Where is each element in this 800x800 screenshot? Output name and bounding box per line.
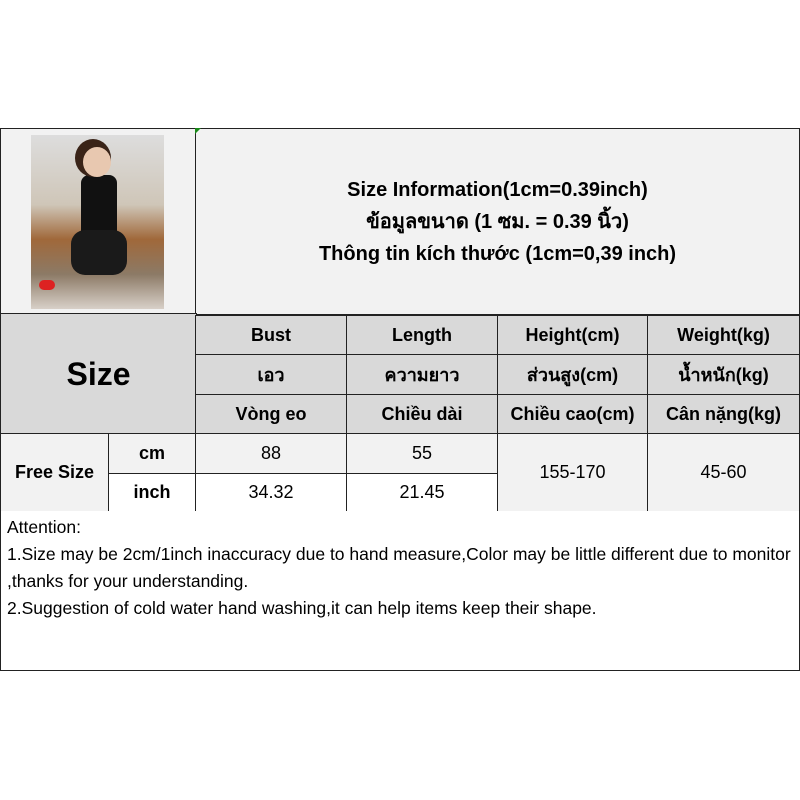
bust-cm: 88 <box>195 433 347 474</box>
attention-title: Attention: <box>7 517 81 537</box>
col-bust-th: เอว <box>195 354 347 395</box>
unit-cm: cm <box>108 433 196 474</box>
col-length-th: ความยาว <box>346 354 498 395</box>
attention-line-1: 1.Size may be 2cm/1inch inaccuracy due t… <box>7 544 791 591</box>
col-bust-en: Bust <box>195 315 347 355</box>
attention-notes: Attention: 1.Size may be 2cm/1inch inacc… <box>0 511 800 671</box>
header-line-vi: Thông tin kích thước (1cm=0,39 inch) <box>318 242 677 265</box>
col-length-vi: Chiều dài <box>346 394 498 434</box>
height-range: 155-170 <box>497 433 648 512</box>
size-label: Size <box>0 313 197 435</box>
col-weight-th: น้ำหนัก(kg) <box>647 354 800 395</box>
col-height-vi: Chiều cao(cm) <box>497 394 648 434</box>
length-cm: 55 <box>346 433 498 474</box>
col-weight-en: Weight(kg) <box>647 315 800 355</box>
length-inch: 21.45 <box>346 473 498 512</box>
header-line-th: ข้อมูลขนาด (1 ซม. = 0.39 นิ้ว) <box>366 210 629 233</box>
unit-inch: inch <box>108 473 196 512</box>
col-height-th: ส่วนสูง(cm) <box>497 354 648 395</box>
col-weight-vi: Cân nặng(kg) <box>647 394 800 434</box>
product-photo <box>31 135 164 309</box>
col-height-en: Height(cm) <box>497 315 648 355</box>
size-name: Free Size <box>0 433 109 512</box>
weight-range: 45-60 <box>647 433 800 512</box>
bust-inch: 34.32 <box>195 473 347 512</box>
attention-line-2: 2.Suggestion of cold water hand washing,… <box>7 598 597 618</box>
col-bust-vi: Vòng eo <box>195 394 347 434</box>
col-length-en: Length <box>346 315 498 355</box>
size-info-header: Size Information(1cm=0.39inch) ข้อมูลขนา… <box>195 128 800 315</box>
header-line-en: Size Information(1cm=0.39inch) <box>347 178 648 201</box>
